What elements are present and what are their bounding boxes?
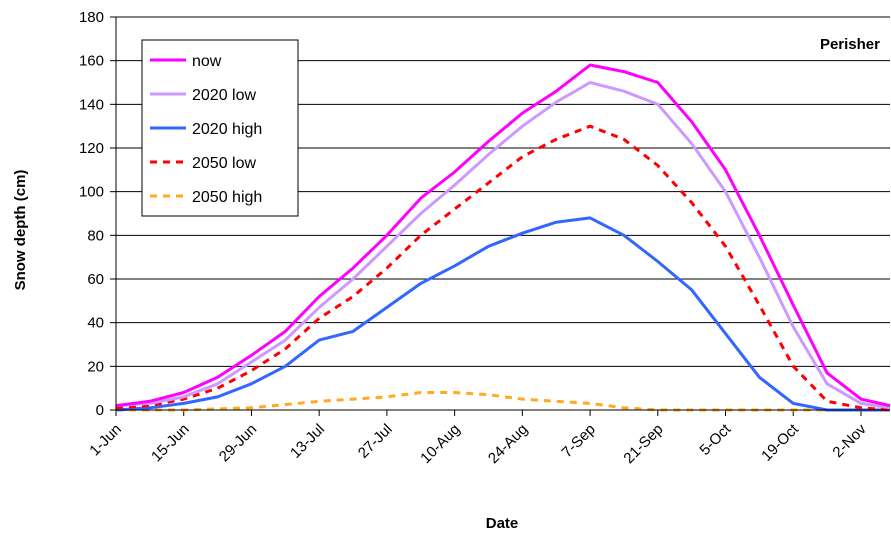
legend-item: 2050 low bbox=[150, 155, 256, 172]
legend-label: 2050 high bbox=[192, 189, 262, 206]
x-tick-label: 13-Jul bbox=[287, 421, 328, 462]
legend-item: 2020 low bbox=[150, 87, 256, 104]
y-tick-label: 160 bbox=[79, 53, 104, 70]
x-tick-label: 27-Jul bbox=[355, 421, 396, 462]
series-line-now bbox=[115, 63, 891, 408]
x-tick-label: 19-Oct bbox=[758, 420, 802, 464]
legend-label: 2050 low bbox=[192, 155, 256, 172]
x-tick-label: 29-Jun bbox=[216, 421, 260, 465]
legend-label: now bbox=[192, 53, 222, 70]
y-tick-label: 120 bbox=[79, 140, 104, 157]
legend-item: now bbox=[150, 53, 222, 70]
legend-item: 2020 high bbox=[150, 121, 262, 138]
legend-label: 2020 low bbox=[192, 87, 256, 104]
y-tick-label: 40 bbox=[87, 315, 104, 332]
y-tick-label: 80 bbox=[87, 227, 104, 244]
y-axis-ticks: 0 20 40 60 80 100 120 140 160 180 bbox=[79, 9, 116, 419]
x-tick-label: 15-Jun bbox=[148, 421, 192, 465]
x-tick-label: 1-Jun bbox=[86, 421, 125, 460]
y-tick-label: 140 bbox=[79, 96, 104, 113]
x-tick-label: 24-Aug bbox=[485, 421, 531, 467]
x-tick-label: 2-Nov bbox=[829, 420, 870, 461]
series-line-2050-high bbox=[116, 391, 890, 412]
series-line-2020-high bbox=[115, 216, 890, 412]
legend-item: 2050 high bbox=[150, 189, 262, 206]
axes bbox=[115, 17, 890, 411]
x-tick-label: 5-Oct bbox=[696, 420, 735, 459]
legend-items: now 2020 low 2020 high 2050 low 2050 high bbox=[150, 53, 262, 206]
series-line-2020-low bbox=[115, 81, 891, 410]
y-tick-label: 100 bbox=[79, 184, 104, 201]
legend-label: 2020 high bbox=[192, 121, 262, 138]
y-tick-label: 0 bbox=[96, 402, 104, 419]
x-axis-ticks: 1-Jun 15-Jun 29-Jun 13-Jul 27-Jul 10-Aug 24-Au… bbox=[86, 410, 870, 467]
y-tick-label: 180 bbox=[79, 9, 104, 26]
y-tick-label: 60 bbox=[87, 271, 104, 288]
x-tick-label: 10-Aug bbox=[417, 421, 463, 467]
y-tick-label: 20 bbox=[87, 358, 104, 375]
y-axis-title: Snow depth (cm) bbox=[12, 170, 29, 291]
chart-annotation: Perisher bbox=[820, 36, 880, 53]
x-tick-label: 21-Sep bbox=[620, 421, 666, 467]
legend: now 2020 low 2020 high 2050 low 2050 high bbox=[141, 39, 299, 217]
x-axis-title: Date bbox=[486, 515, 519, 532]
series-lines bbox=[115, 63, 891, 412]
series-line-2050-low bbox=[115, 124, 891, 412]
x-tick-label: 7-Sep bbox=[559, 421, 599, 461]
